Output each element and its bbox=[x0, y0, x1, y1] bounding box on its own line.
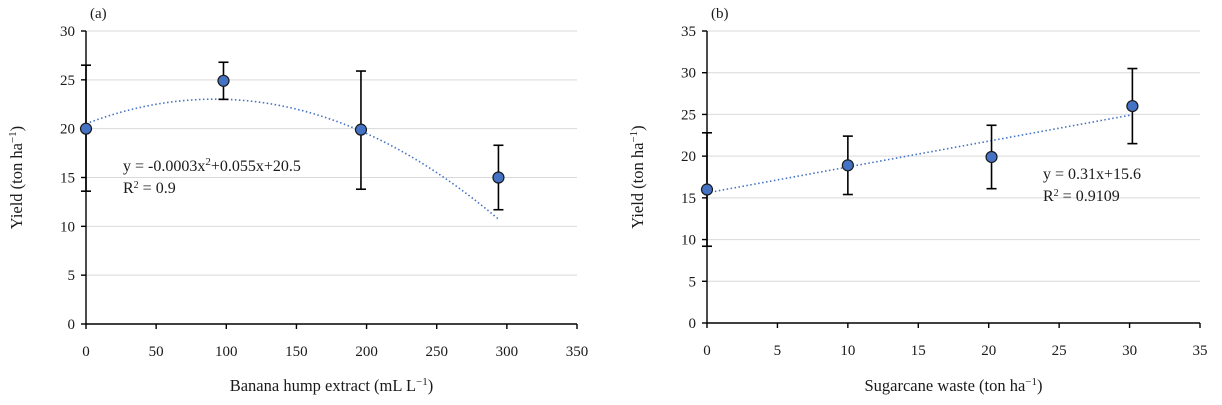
data-point bbox=[217, 74, 230, 87]
y-tick-label: 10 bbox=[60, 219, 75, 235]
x-tick-label: 20 bbox=[981, 343, 996, 359]
y-tick-label: 0 bbox=[68, 317, 76, 333]
r-squared-label: R2 = 0.9 bbox=[123, 180, 176, 198]
x-tick-label: 350 bbox=[566, 344, 589, 360]
r-squared-label: R2 = 0.9109 bbox=[1043, 188, 1120, 206]
y-tick-label: 20 bbox=[60, 122, 75, 138]
y-tick-label: 25 bbox=[60, 73, 75, 89]
y-axis-label: Yield (ton ha−1) bbox=[7, 126, 26, 229]
data-point bbox=[1126, 99, 1139, 113]
x-tick-label: 300 bbox=[496, 344, 519, 360]
trend-equation: y = -0.0003x2+0.055x+20.5 bbox=[123, 156, 301, 175]
data-point bbox=[354, 123, 368, 136]
y-tick-label: 30 bbox=[60, 24, 75, 40]
x-axis-label: Banana hump extract (mL L−1) bbox=[230, 376, 434, 395]
y-tick-label: 20 bbox=[681, 149, 696, 165]
data-point bbox=[492, 171, 505, 184]
y-tick-label: 30 bbox=[681, 66, 696, 82]
panel-label: (b) bbox=[711, 6, 729, 22]
x-tick-label: 100 bbox=[215, 344, 238, 360]
x-tick-label: 150 bbox=[285, 344, 308, 360]
chart-panel-b: 0 5 10 15 20 25 30 35 0 5 10 15 20 25 30 35 (b) Sugarcane… bbox=[628, 6, 1208, 395]
x-tick-label: 25 bbox=[1052, 343, 1067, 359]
x-tick-label: 0 bbox=[703, 343, 711, 359]
x-tick-label: 5 bbox=[774, 343, 782, 359]
y-tick-label: 35 bbox=[681, 24, 696, 40]
y-axis-label: Yield (ton ha−1) bbox=[628, 125, 647, 228]
y-tick-label: 5 bbox=[689, 274, 697, 290]
x-tick-label: 50 bbox=[149, 344, 164, 360]
x-tick-label: 15 bbox=[911, 343, 926, 359]
x-tick-label: 30 bbox=[1122, 343, 1137, 359]
trendline bbox=[85, 98, 499, 220]
y-tick-label: 5 bbox=[68, 268, 76, 284]
y-tick-label: 10 bbox=[681, 233, 696, 249]
x-tick-label: 35 bbox=[1193, 343, 1208, 359]
x-tick-label: 10 bbox=[840, 343, 855, 359]
y-tick-label: 0 bbox=[689, 316, 697, 332]
x-tick-label: 200 bbox=[355, 344, 378, 360]
data-point bbox=[985, 150, 998, 164]
panel-label: (a) bbox=[90, 6, 107, 22]
x-axis-label: Sugarcane waste (ton ha−1) bbox=[864, 376, 1042, 395]
data-point bbox=[79, 122, 93, 135]
x-tick-label: 250 bbox=[425, 344, 448, 360]
data-point bbox=[841, 159, 854, 172]
trendline bbox=[706, 113, 1133, 194]
y-tick-label: 25 bbox=[681, 107, 696, 123]
data-point bbox=[700, 183, 714, 196]
y-tick-label: 15 bbox=[681, 191, 696, 207]
x-tick-label: 0 bbox=[82, 344, 90, 360]
y-tick-label: 15 bbox=[60, 171, 75, 187]
trend-equation: y = 0.31x+15.6 bbox=[1043, 166, 1141, 183]
